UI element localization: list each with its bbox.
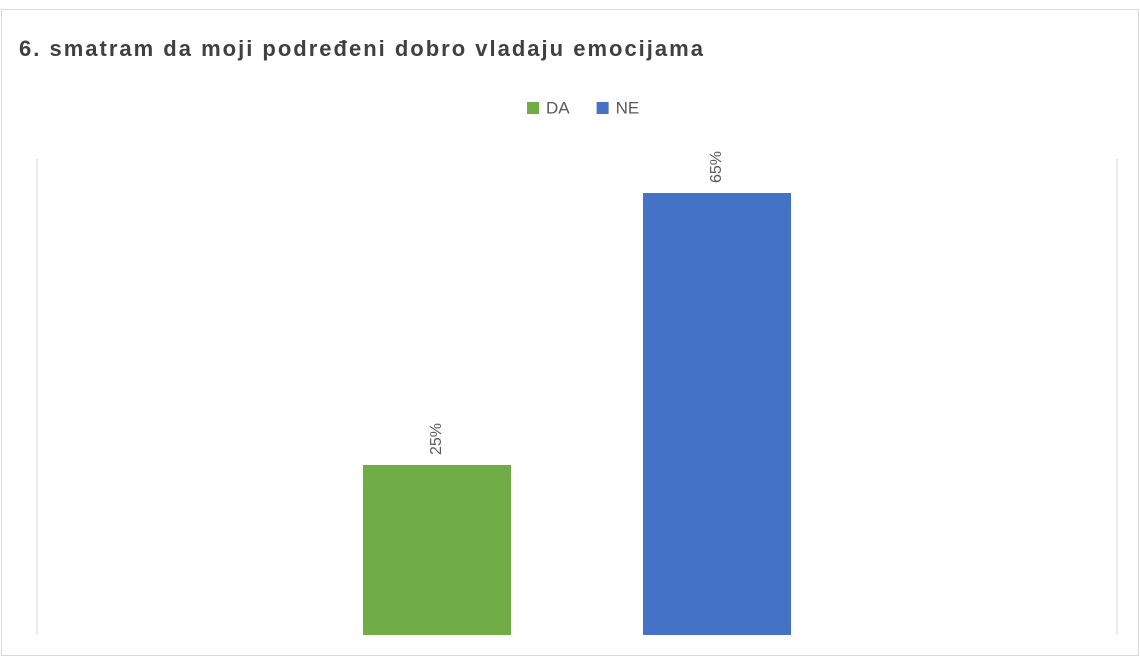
- bar: [363, 465, 511, 635]
- legend-label: DA: [546, 98, 570, 117]
- chart-title: 6. smatram da moji podređeni dobro vlada…: [19, 36, 705, 61]
- legend-swatch: [596, 102, 609, 114]
- legend-swatch: [527, 102, 539, 114]
- legend-label: NE: [616, 98, 640, 117]
- bar: [643, 193, 791, 635]
- data-label: 65%: [708, 151, 725, 183]
- chart-border: [1, 9, 1139, 656]
- data-label: 25%: [428, 423, 445, 455]
